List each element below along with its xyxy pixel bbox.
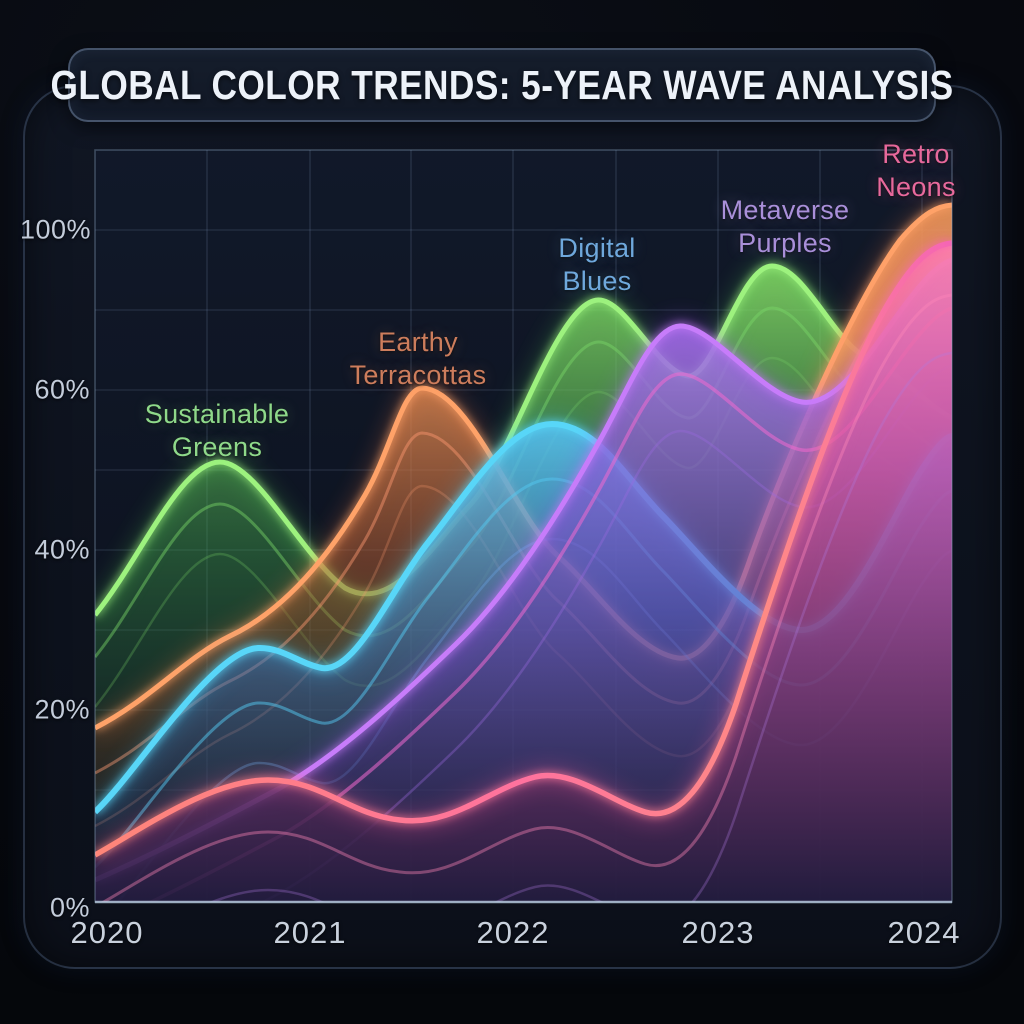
y-tick-40: 40%	[34, 534, 90, 565]
x-tick-2023: 2023	[681, 915, 755, 950]
x-tick-2020: 2020	[70, 915, 144, 950]
title-box: GLOBAL COLOR TRENDS: 5-YEAR WAVE ANALYSI…	[50, 48, 953, 122]
y-tick-0: 0%	[49, 892, 90, 923]
annotation-digital-blues: Digital Blues	[558, 233, 636, 296]
annotation-sustainable-greens: Sustainable Greens	[144, 399, 290, 462]
annotation-earthy-terracottas: Earthy Terracottas	[349, 327, 487, 390]
y-tick-20: 20%	[34, 694, 90, 725]
annotation-retro-neons: Retro Neons	[876, 139, 956, 202]
annotation-metaverse-purples: Metaverse Purples	[720, 195, 850, 258]
page-title: GLOBAL COLOR TRENDS: 5-YEAR WAVE ANALYSI…	[50, 61, 954, 108]
axis-frame	[94, 149, 953, 904]
x-tick-2021: 2021	[273, 915, 347, 950]
x-tick-2024: 2024	[887, 915, 961, 950]
y-tick-100: 100%	[20, 214, 92, 245]
plot-area	[94, 149, 953, 904]
x-tick-2022: 2022	[476, 915, 550, 950]
y-tick-60: 60%	[34, 374, 90, 405]
